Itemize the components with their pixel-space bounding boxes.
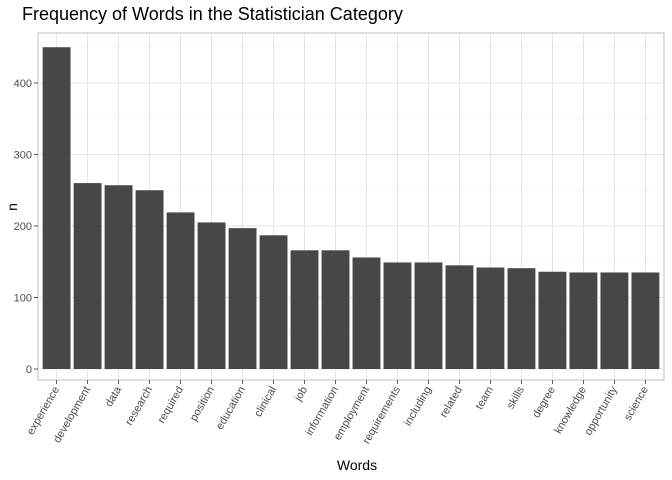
bar-requirements — [383, 262, 412, 369]
bar-science — [631, 272, 660, 369]
bar-development — [73, 183, 102, 369]
x-tick-label-skills: skills — [505, 384, 528, 411]
bar-clinical — [259, 235, 288, 369]
bar-including — [414, 262, 443, 369]
bar-data — [104, 185, 133, 369]
bar-experience — [42, 47, 71, 369]
bar-degree — [538, 271, 567, 369]
bar-related — [445, 265, 474, 369]
bar-employment — [352, 257, 381, 369]
chart-title: Frequency of Words in the Statistician C… — [22, 4, 403, 24]
x-tick-label-education: education — [214, 385, 248, 432]
x-tick-label-team: team — [473, 385, 496, 412]
y-axis: 0 100 200 300 400 — [14, 78, 38, 376]
bar-opportunity — [600, 272, 629, 369]
bars-layer — [42, 47, 660, 369]
y-axis-title: n — [4, 203, 20, 211]
x-tick-label-required: required — [156, 385, 187, 426]
x-tick-label-research: research — [123, 385, 155, 428]
y-tick-label: 100 — [14, 293, 32, 305]
y-tick-label: 400 — [14, 78, 32, 90]
bar-job — [290, 250, 319, 369]
x-tick-label-science: science — [622, 385, 651, 423]
x-tick-label-including: including — [402, 385, 434, 429]
x-tick-label-job: job — [292, 385, 310, 405]
y-tick-label: 300 — [14, 150, 32, 162]
bar-required — [166, 212, 195, 369]
y-tick-label: 200 — [14, 221, 32, 233]
x-axis-title: Words — [337, 457, 377, 473]
bar-skills — [507, 268, 536, 369]
bar-knowledge — [569, 272, 598, 369]
bar-position — [197, 222, 226, 369]
bar-research — [135, 190, 164, 369]
bar-team — [476, 267, 505, 369]
bar-information — [321, 250, 350, 369]
x-tick-label-data: data — [103, 384, 125, 409]
y-tick-label: 0 — [26, 364, 32, 376]
x-tick-label-degree: degree — [531, 385, 559, 421]
bar-education — [228, 228, 257, 369]
x-tick-label-clinical: clinical — [252, 385, 279, 420]
x-tick-label-position: position — [188, 385, 217, 424]
x-tick-label-related: related — [438, 385, 465, 420]
